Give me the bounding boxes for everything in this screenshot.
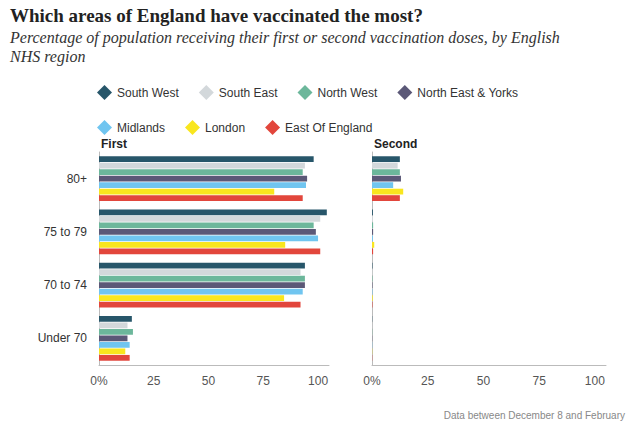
svg-text:0%: 0% [90, 374, 108, 388]
svg-text:Second: Second [374, 137, 417, 151]
svg-text:Under 70: Under 70 [38, 331, 88, 345]
svg-text:50: 50 [202, 374, 216, 388]
svg-text:100: 100 [308, 374, 328, 388]
svg-text:Data between December 8 and Fe: Data between December 8 and February [444, 410, 625, 421]
svg-text:North West: North West [318, 86, 378, 100]
html-text:Percentage of population recei: Percentage of population receiving their… [10, 29, 560, 65]
svg-text:100: 100 [585, 374, 605, 388]
svg-text:0%: 0% [363, 374, 381, 388]
svg-text:South East: South East [219, 86, 278, 100]
svg-text:North East & Yorks: North East & Yorks [417, 86, 518, 100]
svg-text:50: 50 [477, 374, 491, 388]
svg-text:First: First [101, 137, 127, 151]
svg-text:25: 25 [421, 374, 435, 388]
svg-text:Midlands: Midlands [117, 121, 165, 135]
svg-text:London: London [205, 121, 245, 135]
svg-text:75 to 79: 75 to 79 [44, 225, 88, 239]
svg-text:75: 75 [532, 374, 546, 388]
svg-text:25: 25 [147, 374, 161, 388]
html-text:Which areas of England have va: Which areas of England have vaccinated t… [10, 5, 423, 26]
svg-text:70 to 74: 70 to 74 [44, 278, 88, 292]
svg-text:80+: 80+ [67, 172, 87, 186]
svg-text:East Of England: East Of England [285, 121, 372, 135]
svg-text:75: 75 [257, 374, 271, 388]
svg-text:South West: South West [117, 86, 179, 100]
